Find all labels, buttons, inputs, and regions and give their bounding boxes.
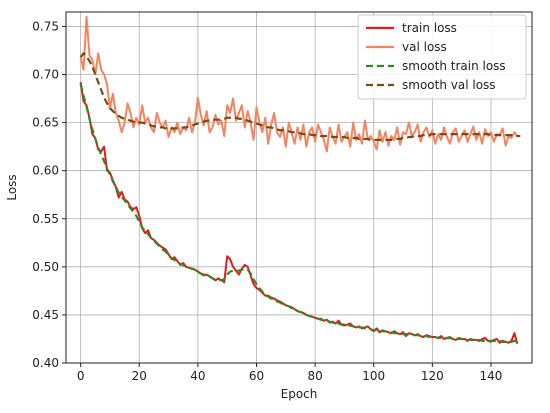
series-smooth-train-loss-line (79, 83, 518, 343)
legend-label: val loss (402, 40, 447, 54)
x-tick-label: 40 (190, 369, 205, 383)
axes-ticks: 0 20 40 60 80 100 120 140 0.40 0.45 0.50 0.55 0.60 0.… (32, 19, 502, 383)
y-tick-label: 0.60 (32, 164, 59, 178)
y-tick-label: 0.50 (32, 260, 59, 274)
y-tick-label: 0.55 (32, 212, 59, 226)
legend-box (357, 14, 527, 100)
y-tick-label: 0.70 (32, 68, 59, 82)
x-tick-label: 120 (421, 369, 444, 383)
y-tick-label: 0.45 (32, 308, 59, 322)
x-tick-label: 100 (362, 369, 385, 383)
x-tick-label: 0 (77, 369, 85, 383)
y-tick-label: 0.40 (32, 356, 59, 370)
x-tick-label: 60 (249, 369, 264, 383)
legend-label: smooth train loss (402, 59, 506, 73)
plot-area (79, 15, 521, 345)
x-axis-label: Epoch (281, 387, 318, 401)
y-tick-label: 0.65 (32, 116, 59, 130)
x-tick-label: 20 (132, 369, 147, 383)
x-tick-label: 80 (307, 369, 322, 383)
y-tick-label: 0.75 (32, 19, 59, 33)
legend: train loss val loss smooth train loss smoot… (357, 14, 527, 100)
plot-frame (65, 11, 533, 364)
y-axis-label: Loss (5, 174, 19, 200)
legend-label: train loss (402, 21, 457, 35)
series-smooth-val-loss-line (79, 52, 521, 141)
x-tick-label: 140 (480, 369, 503, 383)
legend-label: smooth val loss (402, 78, 496, 92)
